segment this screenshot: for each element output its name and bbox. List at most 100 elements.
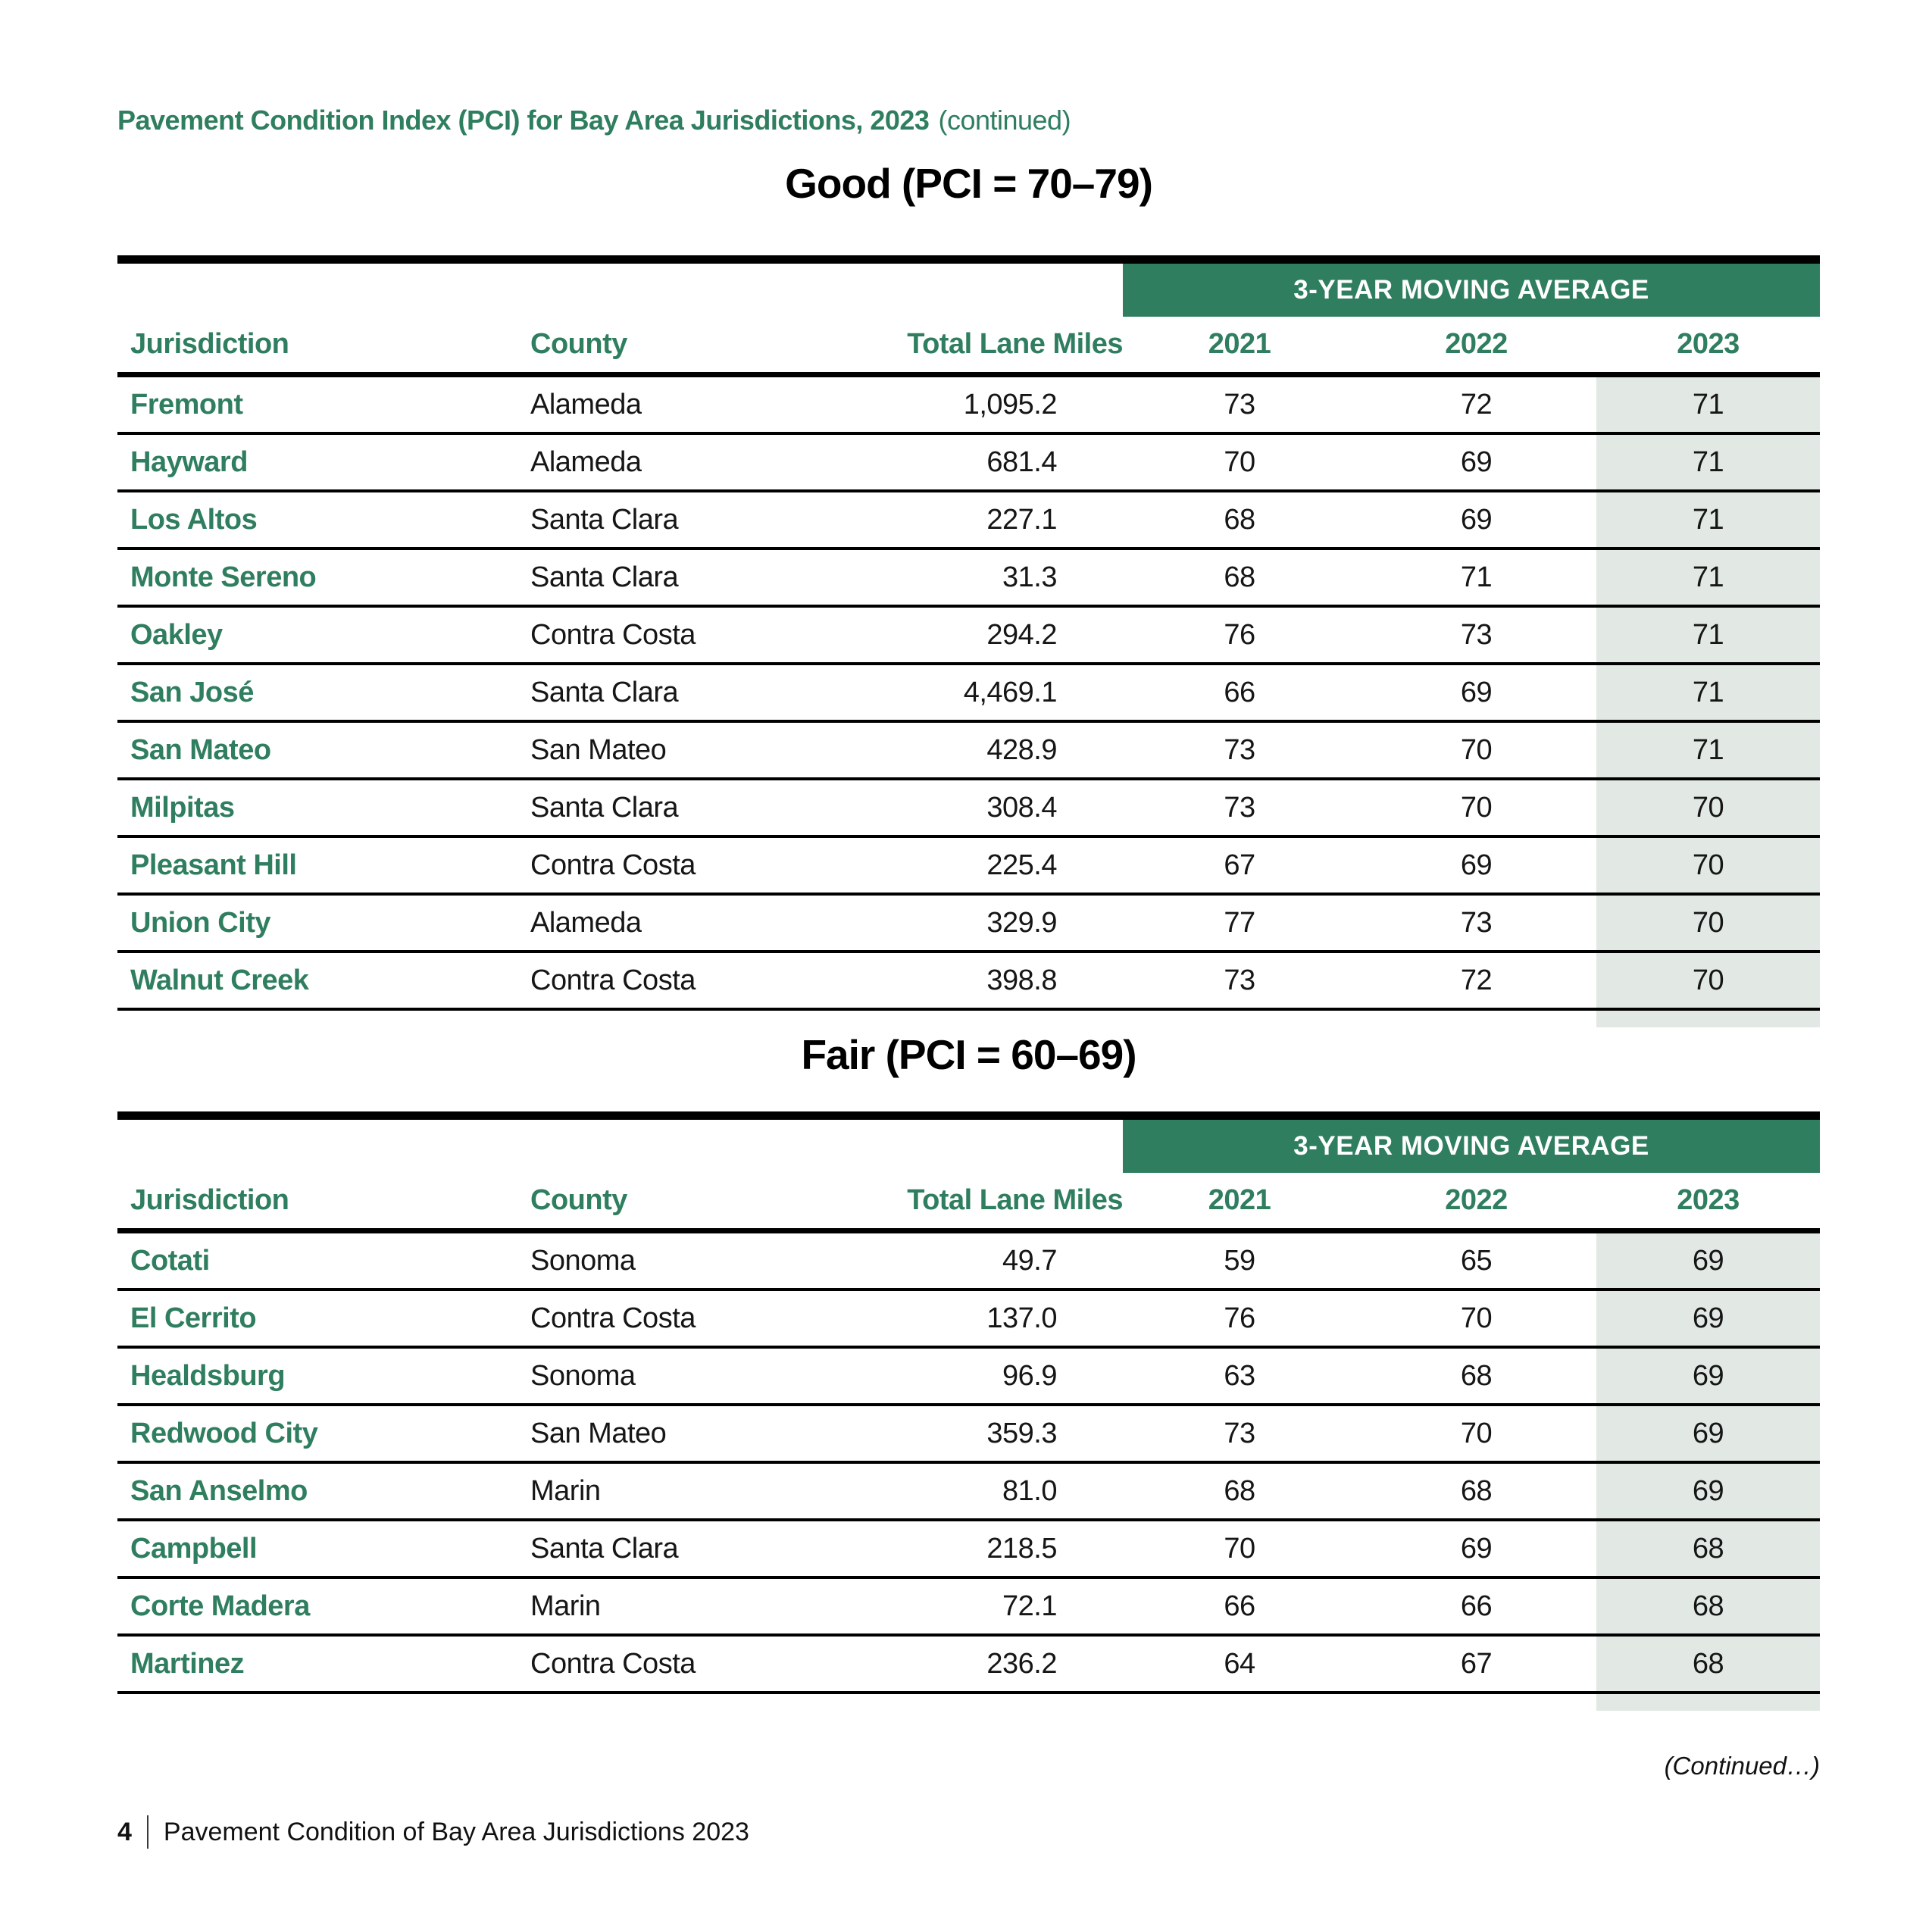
cell-2021: 73 (1224, 1417, 1255, 1449)
cell-lane-miles: 294.2 (986, 618, 1057, 651)
cell-2022: 73 (1460, 906, 1493, 939)
cell-2021: 66 (1224, 676, 1255, 708)
cell-2021: 70 (1224, 1532, 1255, 1565)
cell-2021: 64 (1224, 1647, 1255, 1680)
page-header: Pavement Condition Index (PCI) for Bay A… (117, 105, 1071, 136)
table-good: 3-YEAR MOVING AVERAGE Jurisdiction County T… (117, 255, 1820, 1027)
cell-lane-miles: 308.4 (986, 791, 1057, 824)
cell-lane-miles: 225.4 (986, 849, 1057, 881)
cell-2021: 68 (1224, 503, 1255, 536)
cell-lane-miles: 81.0 (1002, 1474, 1057, 1507)
table-row: San Mateo San Mateo 428.9 73 70 71 (117, 723, 1820, 780)
cell-2022: 69 (1460, 849, 1493, 881)
cell-jurisdiction: El Cerrito (130, 1302, 257, 1334)
cell-2023: 68 (1692, 1590, 1724, 1622)
cell-2022: 70 (1460, 733, 1493, 766)
cell-2023: 69 (1692, 1417, 1724, 1449)
cell-jurisdiction: Union City (130, 906, 270, 939)
cell-2022: 68 (1460, 1474, 1493, 1507)
cell-county: Santa Clara (530, 791, 679, 824)
cell-jurisdiction: Pleasant Hill (130, 849, 297, 881)
table-body: Fremont Alameda 1,095.2 73 72 71 Hayward Alamed… (117, 377, 1820, 1027)
cell-county: Santa Clara (530, 676, 679, 708)
cell-2022: 73 (1460, 618, 1493, 651)
cell-2021: 73 (1224, 733, 1255, 766)
section-title-fair: Fair (PCI = 60–69) (801, 1031, 1136, 1078)
cell-lane-miles: 227.1 (986, 503, 1057, 536)
cell-jurisdiction: San Anselmo (130, 1474, 308, 1507)
cell-2022: 72 (1460, 964, 1493, 996)
cell-2023: 71 (1692, 503, 1724, 536)
cell-lane-miles: 4,469.1 (963, 676, 1058, 708)
cell-county: Contra Costa (530, 1647, 696, 1680)
cell-county: San Mateo (530, 733, 667, 766)
column-header-2023: 2023 (1677, 328, 1740, 360)
cell-county: Contra Costa (530, 849, 696, 881)
column-header-2022: 2022 (1445, 328, 1508, 360)
table-row: Oakley Contra Costa 294.2 76 73 71 (117, 608, 1820, 665)
cell-jurisdiction: Campbell (130, 1532, 258, 1565)
cell-jurisdiction: Corte Madera (130, 1590, 310, 1622)
table-row: Union City Alameda 329.9 77 73 70 (117, 896, 1820, 953)
table-row: Milpitas Santa Clara 308.4 73 70 70 (117, 780, 1820, 838)
cell-2023: 68 (1692, 1647, 1724, 1680)
shaded-2023-column (1596, 377, 1820, 1027)
cell-jurisdiction: Fremont (130, 388, 243, 420)
cell-jurisdiction: Martinez (130, 1647, 245, 1680)
cell-2021: 76 (1224, 1302, 1255, 1334)
cell-jurisdiction: Oakley (130, 618, 223, 651)
cell-jurisdiction: San José (130, 676, 254, 708)
cell-county: Santa Clara (530, 1532, 679, 1565)
cell-2023: 71 (1692, 676, 1724, 708)
cell-2022: 69 (1460, 1532, 1493, 1565)
cell-2022: 69 (1460, 445, 1493, 478)
column-header-county: County (530, 328, 627, 360)
cell-county: Alameda (530, 388, 642, 420)
cell-2023: 71 (1692, 445, 1724, 478)
cell-2022: 70 (1460, 1302, 1493, 1334)
cell-lane-miles: 96.9 (1002, 1359, 1057, 1392)
table-row: Fremont Alameda 1,095.2 73 72 71 (117, 377, 1820, 435)
cell-2021: 59 (1224, 1244, 1255, 1277)
table-row: Corte Madera Marin 72.1 66 66 68 (117, 1579, 1820, 1637)
cell-county: Alameda (530, 445, 642, 478)
header-underline (117, 372, 1820, 377)
table-row: Pleasant Hill Contra Costa 225.4 67 69 70 (117, 838, 1820, 896)
cell-lane-miles: 49.7 (1002, 1244, 1057, 1277)
cell-lane-miles: 31.3 (1002, 561, 1057, 593)
column-header-jurisdiction: Jurisdiction (130, 328, 289, 360)
cell-lane-miles: 329.9 (986, 906, 1057, 939)
cell-lane-miles: 137.0 (986, 1302, 1057, 1334)
cell-2022: 71 (1460, 561, 1493, 593)
cell-jurisdiction: Monte Sereno (130, 561, 317, 593)
column-header-lane-miles: Total Lane Miles (907, 328, 1123, 360)
column-header-row: Jurisdiction County Total Lane Miles 2021 20… (117, 1173, 1820, 1228)
cell-2023: 71 (1692, 618, 1724, 651)
cell-2021: 68 (1224, 561, 1255, 593)
cell-jurisdiction: Redwood City (130, 1417, 318, 1449)
column-header-row: Jurisdiction County Total Lane Miles 2021 20… (117, 317, 1820, 372)
cell-county: Marin (530, 1590, 601, 1622)
cell-2023: 70 (1692, 791, 1724, 824)
cell-2021: 77 (1224, 906, 1255, 939)
page-number: 4 (117, 1817, 132, 1846)
cell-jurisdiction: Hayward (130, 445, 248, 478)
cell-lane-miles: 681.4 (986, 445, 1057, 478)
cell-county: Santa Clara (530, 561, 679, 593)
cell-2023: 69 (1692, 1359, 1724, 1392)
cell-2022: 66 (1460, 1590, 1493, 1622)
footer-text: Pavement Condition of Bay Area Jurisdict… (163, 1817, 749, 1846)
table-row: Healdsburg Sonoma 96.9 63 68 69 (117, 1349, 1820, 1406)
cell-2021: 67 (1224, 849, 1255, 881)
cell-2021: 73 (1224, 791, 1255, 824)
cell-county: Santa Clara (530, 503, 679, 536)
column-header-2021: 2021 (1208, 1184, 1271, 1216)
table-row: Redwood City San Mateo 359.3 73 70 69 (117, 1406, 1820, 1464)
cell-2022: 70 (1460, 1417, 1493, 1449)
cell-county: Alameda (530, 906, 642, 939)
cell-2021: 73 (1224, 388, 1255, 420)
moving-average-banner: 3-YEAR MOVING AVERAGE (1123, 1120, 1820, 1173)
cell-jurisdiction: Los Altos (130, 503, 258, 536)
cell-2023: 69 (1692, 1474, 1724, 1507)
